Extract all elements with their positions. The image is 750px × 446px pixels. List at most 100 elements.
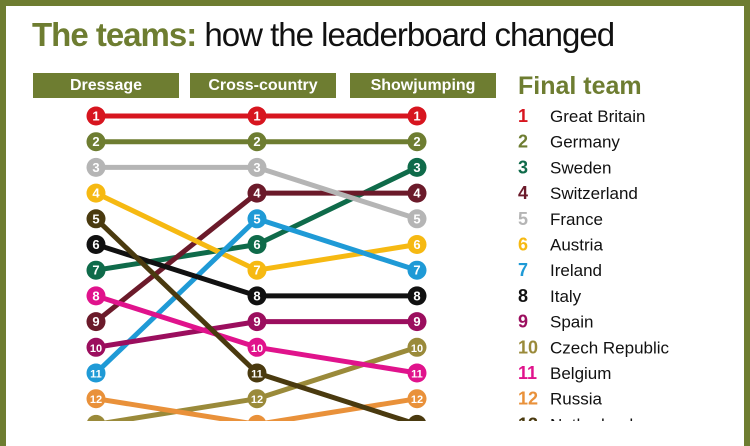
- node-great-britain: [407, 106, 427, 126]
- node-spain: [247, 312, 267, 332]
- node-netherlands: [86, 209, 106, 229]
- legend-name: Austria: [550, 236, 603, 255]
- legend-rank: 1: [518, 106, 528, 126]
- node-label-sweden: 6: [253, 237, 260, 252]
- node-label-ireland: 11: [90, 369, 102, 381]
- legend-name: Netherlands: [550, 415, 642, 421]
- node-label-germany: 2: [253, 134, 260, 149]
- node-italy: [247, 286, 267, 306]
- node-germany: [86, 132, 106, 152]
- node-germany: [407, 132, 427, 152]
- node-label-italy: 8: [253, 288, 260, 303]
- node-great-britain: [86, 106, 106, 126]
- node-france: [407, 209, 427, 229]
- legend-rank: 4: [518, 183, 528, 203]
- legend-title: Final team: [518, 72, 642, 100]
- node-sweden: [247, 235, 267, 254]
- node-great-britain: [247, 106, 267, 126]
- node-sweden: [407, 157, 427, 177]
- node-label-belgium: 10: [251, 343, 263, 355]
- stage-header-cross-country: Cross-country: [190, 73, 336, 98]
- node-france: [86, 157, 106, 177]
- node-label-ireland: 5: [253, 211, 260, 226]
- stage-header-dressage: Dressage: [33, 73, 179, 98]
- node-label-austria: 4: [92, 186, 100, 201]
- node-label-switzerland: 4: [413, 186, 421, 201]
- legend-name: Switzerland: [550, 184, 638, 203]
- node-label-spain: 10: [90, 343, 102, 355]
- node-czech-republic: [247, 389, 267, 409]
- node-label-france: 3: [253, 160, 260, 175]
- legend-rank: 6: [518, 235, 528, 255]
- node-label-ireland: 7: [413, 263, 420, 278]
- node-label-great-britain: 1: [92, 109, 99, 124]
- node-ireland: [247, 209, 267, 229]
- node-label-great-britain: 1: [253, 109, 260, 124]
- node-label-france: 5: [413, 211, 420, 226]
- node-label-switzerland: 4: [253, 186, 261, 201]
- legend-rank: 7: [518, 260, 528, 280]
- legend-rank: 13: [518, 414, 538, 421]
- node-label-austria: 7: [253, 263, 260, 278]
- node-italy: [86, 235, 106, 254]
- node-belgium: [86, 286, 106, 306]
- node-ireland: [407, 260, 427, 280]
- legend-rank: 12: [518, 389, 538, 409]
- node-label-germany: 2: [413, 134, 420, 149]
- node-russia: [248, 414, 266, 421]
- node-spain: [407, 312, 427, 332]
- series-nodes: 1112227639443354761157688109913121081011…: [86, 106, 427, 421]
- node-switzerland: [86, 312, 106, 332]
- node-label-belgium: 11: [411, 369, 423, 381]
- node-label-czech-republic: 12: [251, 394, 263, 406]
- node-label-spain: 9: [413, 314, 420, 329]
- node-austria: [407, 235, 427, 254]
- legend-name: Great Britain: [550, 107, 645, 126]
- legend-name: France: [550, 210, 603, 229]
- stage-header-showjumping: Showjumping: [350, 73, 496, 98]
- bump-chart: 1112227639443354761157688109913121081011…: [86, 106, 670, 421]
- node-switzerland: [247, 183, 267, 203]
- node-spain: [86, 337, 106, 357]
- node-belgium: [407, 363, 427, 383]
- node-label-austria: 6: [413, 237, 420, 252]
- node-label-netherlands: 11: [251, 369, 263, 381]
- legend-name: Spain: [550, 313, 593, 332]
- node-netherlands: [247, 363, 267, 383]
- node-italy: [407, 286, 427, 306]
- node-label-sweden: 7: [92, 263, 99, 278]
- legend: 1 Great Britain 2 Germany 3 Sweden 4 Switzerlan…: [518, 106, 670, 421]
- legend-rank: 2: [518, 132, 528, 152]
- legend-name: Italy: [550, 287, 582, 306]
- node-russia: [86, 389, 106, 409]
- node-label-switzerland: 9: [92, 314, 99, 329]
- node-label-spain: 9: [253, 314, 260, 329]
- legend-name: Ireland: [550, 261, 602, 280]
- node-czech-republic: [87, 414, 105, 421]
- legend-name: Belgium: [550, 364, 611, 383]
- node-belgium: [247, 337, 267, 357]
- node-russia: [407, 389, 427, 409]
- node-label-russia: 13: [251, 420, 263, 421]
- legend-rank: 10: [518, 337, 538, 357]
- node-switzerland: [407, 183, 427, 203]
- chart-title: The teams: how the leaderboard changed: [32, 16, 615, 54]
- legend-rank: 8: [518, 286, 528, 306]
- legend-rank: 3: [518, 157, 528, 177]
- node-label-netherlands: 5: [92, 211, 99, 226]
- node-netherlands: [408, 414, 426, 421]
- node-label-sweden: 3: [413, 160, 420, 175]
- node-label-russia: 12: [90, 394, 102, 406]
- node-label-russia: 12: [411, 394, 423, 406]
- node-label-germany: 2: [92, 134, 99, 149]
- legend-rank: 9: [518, 312, 528, 332]
- node-label-belgium: 8: [92, 288, 99, 303]
- legend-name: Germany: [550, 133, 620, 152]
- node-label-netherlands: 13: [411, 420, 423, 421]
- node-germany: [247, 132, 267, 152]
- node-label-italy: 6: [92, 237, 99, 252]
- legend-name: Sweden: [550, 158, 611, 177]
- node-austria: [86, 183, 106, 203]
- node-label-italy: 8: [413, 288, 420, 303]
